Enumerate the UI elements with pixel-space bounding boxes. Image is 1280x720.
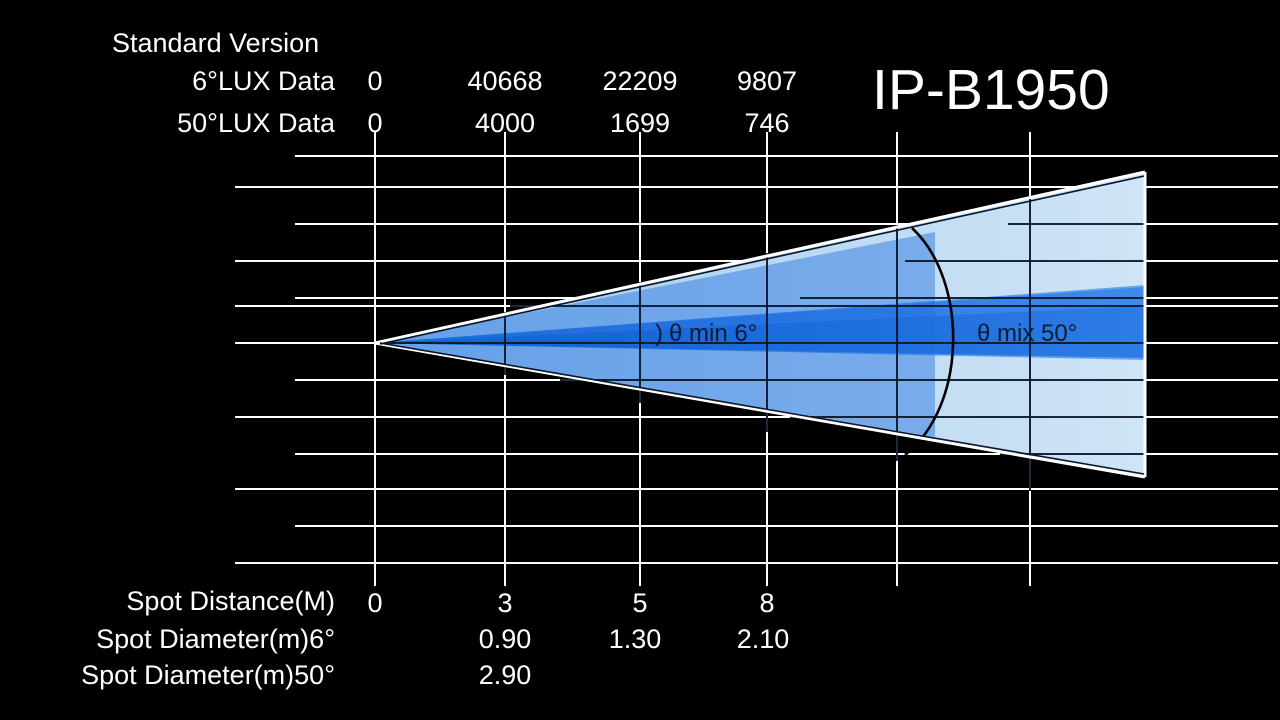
lux-50deg-row-label: 50°LUX Data <box>177 108 335 138</box>
lux-6deg-value-5m: 22209 <box>602 66 678 96</box>
spot-diameter-50deg-row-label: Spot Diameter(m)50° <box>81 660 335 690</box>
lux-6deg-row-label: 6°LUX Data <box>192 66 335 96</box>
lux-50deg-value-3m: 4000 <box>474 108 536 138</box>
gridlines-over-beam <box>382 223 1145 455</box>
lux-6deg-value-3m: 40668 <box>467 66 543 96</box>
spot-diameter-6deg-3m: 0.90 <box>478 624 532 654</box>
spot-diameter-6deg-5m: 1.30 <box>608 624 662 654</box>
lux-50deg-value-8m: 746 <box>744 108 790 138</box>
lux-50deg-value-0m: 0 <box>367 108 383 138</box>
beam-outline <box>374 170 1147 479</box>
theta-max-label: θ mix 50° <box>977 320 1078 347</box>
spot-diameter-50deg-3m: 2.90 <box>478 660 532 690</box>
spot-distance-tick-0: 0 <box>367 588 383 618</box>
spot-distance-row-label: Spot Distance(M) <box>126 586 335 616</box>
theta-min-text: θ min 6° <box>669 320 758 347</box>
narrow-beam-upper-wash <box>375 287 1145 343</box>
model-name-title: IP-B1950 <box>872 58 1110 122</box>
spot-diameter-6deg-row-label: Spot Diameter(m)6° <box>96 624 335 654</box>
spot-distance-tick-8: 8 <box>759 588 775 618</box>
lux-6deg-value-8m: 9807 <box>736 66 798 96</box>
standard-version-label: Standard Version <box>112 28 320 58</box>
beam-cross-section-arc <box>904 227 955 457</box>
lux-6deg-value-0m: 0 <box>367 66 383 96</box>
spot-diameter-6deg-8m: 2.10 <box>736 624 790 654</box>
spot-distance-tick-3: 3 <box>497 588 513 618</box>
spot-distance-tick-5: 5 <box>632 588 648 618</box>
lux-50deg-value-5m: 1699 <box>609 108 671 138</box>
theta-min-label: ) θ min 6° <box>655 322 757 346</box>
beam-outline-inner-edge <box>379 175 1145 475</box>
arc-marker-glyph: ) <box>655 320 663 347</box>
vertical-gridlines-over-beam <box>504 196 1031 491</box>
narrow-beam-core-wedge <box>375 232 935 437</box>
